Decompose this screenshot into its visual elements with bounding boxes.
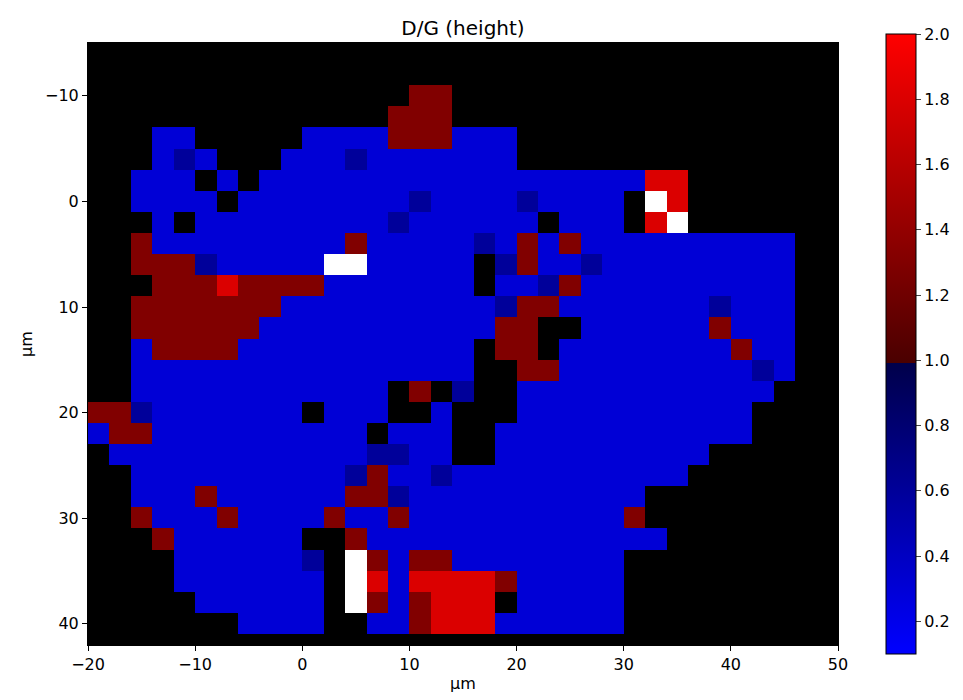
svg-text:10: 10 [399, 655, 419, 674]
svg-text:1.4: 1.4 [924, 220, 949, 239]
svg-text:µm: µm [450, 674, 476, 693]
svg-text:0.6: 0.6 [924, 481, 949, 500]
svg-text:D/G (height): D/G (height) [401, 16, 524, 40]
svg-text:1.6: 1.6 [924, 155, 949, 174]
svg-text:0: 0 [297, 655, 307, 674]
svg-text:0.4: 0.4 [924, 547, 949, 566]
svg-text:40: 40 [721, 655, 741, 674]
svg-text:40: 40 [58, 614, 78, 633]
svg-text:−10: −10 [45, 86, 79, 105]
svg-text:10: 10 [58, 298, 78, 317]
svg-text:20: 20 [58, 403, 78, 422]
svg-text:0: 0 [69, 192, 79, 211]
svg-text:0.8: 0.8 [924, 416, 949, 435]
svg-text:30: 30 [58, 509, 78, 528]
svg-text:µm: µm [17, 331, 36, 357]
svg-text:−20: −20 [71, 655, 105, 674]
svg-text:0.2: 0.2 [924, 612, 949, 631]
svg-text:−10: −10 [178, 655, 212, 674]
svg-text:1.0: 1.0 [924, 351, 949, 370]
svg-text:1.2: 1.2 [924, 286, 949, 305]
svg-text:50: 50 [828, 655, 848, 674]
svg-text:2.0: 2.0 [924, 25, 949, 44]
svg-text:30: 30 [614, 655, 634, 674]
svg-text:20: 20 [506, 655, 526, 674]
svg-text:1.8: 1.8 [924, 90, 949, 109]
